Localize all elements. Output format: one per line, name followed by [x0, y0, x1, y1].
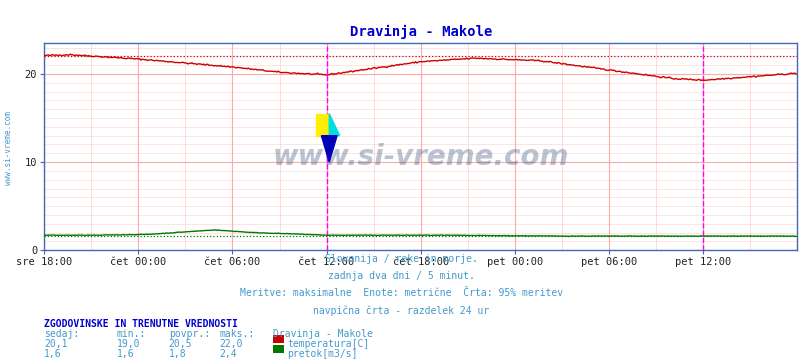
- Text: Slovenija / reke in morje.: Slovenija / reke in morje.: [325, 254, 477, 264]
- Text: temperatura[C]: temperatura[C]: [287, 339, 369, 349]
- Text: 19,0: 19,0: [116, 339, 140, 349]
- Text: min.:: min.:: [116, 329, 146, 339]
- Text: ZGODOVINSKE IN TRENUTNE VREDNOSTI: ZGODOVINSKE IN TRENUTNE VREDNOSTI: [44, 319, 237, 329]
- Text: zadnja dva dni / 5 minut.: zadnja dva dni / 5 minut.: [328, 271, 474, 281]
- Text: www.si-vreme.com: www.si-vreme.com: [272, 143, 569, 171]
- Text: 1,6: 1,6: [116, 349, 134, 359]
- Polygon shape: [321, 136, 337, 162]
- Text: 20,5: 20,5: [168, 339, 192, 349]
- Text: 22,0: 22,0: [219, 339, 242, 349]
- Title: Dravinja - Makole: Dravinja - Makole: [349, 25, 492, 39]
- Text: 1,6: 1,6: [44, 349, 62, 359]
- Text: sedaj:: sedaj:: [44, 329, 79, 339]
- Polygon shape: [329, 114, 339, 136]
- Text: 20,1: 20,1: [44, 339, 67, 349]
- Text: maks.:: maks.:: [219, 329, 254, 339]
- Text: www.si-vreme.com: www.si-vreme.com: [3, 111, 13, 185]
- Text: 2,4: 2,4: [219, 349, 237, 359]
- Text: pretok[m3/s]: pretok[m3/s]: [287, 349, 358, 359]
- Text: Meritve: maksimalne  Enote: metrične  Črta: 95% meritev: Meritve: maksimalne Enote: metrične Črta…: [240, 288, 562, 298]
- Text: 1,8: 1,8: [168, 349, 186, 359]
- Text: navpična črta - razdelek 24 ur: navpična črta - razdelek 24 ur: [313, 306, 489, 316]
- Text: Dravinja - Makole: Dravinja - Makole: [273, 329, 372, 339]
- Text: povpr.:: povpr.:: [168, 329, 209, 339]
